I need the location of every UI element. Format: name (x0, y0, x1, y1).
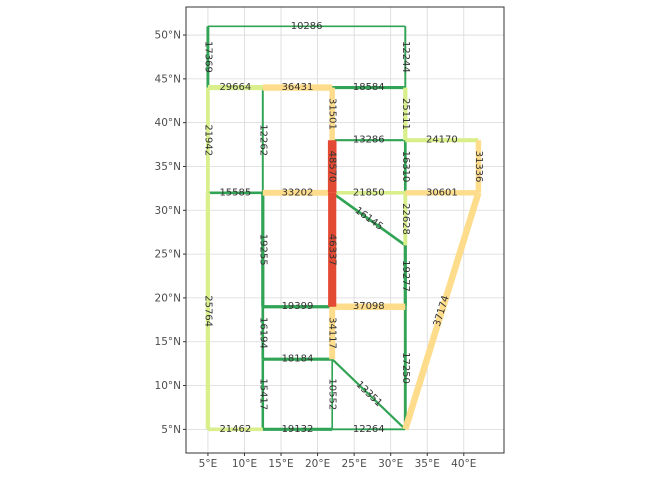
x-tick-label: 30°E (378, 458, 403, 470)
edge-label-19255: 19255 (257, 234, 268, 266)
y-tick-label: 50°N (155, 30, 181, 42)
y-tick-label: 30°N (155, 205, 181, 217)
x-tick-label: 5°E (199, 458, 218, 470)
edge-label-22628: 22628 (400, 203, 411, 235)
edge-label-31336: 31336 (473, 151, 484, 183)
edge-label-19399: 19399 (282, 301, 314, 312)
network-edges (205, 25, 482, 432)
y-tick-label: 20°N (155, 292, 181, 304)
x-tick-label: 35°E (415, 458, 440, 470)
edge-label-10286: 10286 (291, 21, 323, 32)
edge-label-30601: 30601 (426, 187, 458, 198)
edge-label-13286: 13286 (353, 135, 385, 146)
edge-label-25764: 25764 (202, 295, 213, 327)
y-tick-label: 10°N (155, 380, 181, 392)
edge-label-36431: 36431 (282, 82, 314, 93)
edge-label-17250: 17250 (400, 352, 411, 384)
y-tick-label: 15°N (155, 336, 181, 348)
y-tick-label: 35°N (155, 161, 181, 173)
edge-label-19132: 19132 (282, 424, 314, 435)
axes: 5°E 10°E 15°E 20°E 25°E 30°E 35°E 40°E 5°N 10°N 15… (155, 30, 477, 470)
edge-label-33202: 33202 (282, 187, 314, 198)
edge-label-24170: 24170 (426, 135, 458, 146)
edge-16145 (331, 191, 407, 247)
edge-label-15417: 15417 (257, 378, 268, 410)
edge-label-12264: 12264 (353, 424, 385, 435)
edge-label-10552: 10552 (327, 378, 338, 410)
x-tick-label: 10°E (232, 458, 257, 470)
x-tick-label: 25°E (342, 458, 367, 470)
edge-label-21462: 21462 (219, 424, 251, 435)
edge-label-18584: 18584 (353, 82, 385, 93)
edge-13351 (331, 358, 407, 431)
panel-border (185, 6, 505, 454)
edge-label-16310: 16310 (400, 151, 411, 183)
edge-label-48570: 48570 (327, 151, 338, 183)
edge-label-17369: 17369 (202, 41, 213, 73)
y-tick-label: 25°N (155, 249, 181, 261)
y-tick-label: 5°N (161, 424, 181, 436)
edge-label-29664: 29664 (219, 82, 251, 93)
edge-label-15585: 15585 (219, 187, 251, 198)
y-tick-label: 45°N (155, 73, 181, 85)
edge-label-21942: 21942 (202, 124, 213, 156)
edge-label-46337: 46337 (327, 234, 338, 266)
edge-label-25111: 25111 (400, 98, 411, 130)
edge-label-21850: 21850 (353, 187, 385, 198)
edge-37174 (402, 191, 482, 431)
edge-label-12262: 12262 (257, 124, 268, 156)
edge-label-31501: 31501 (327, 98, 338, 130)
x-tick-label: 40°E (451, 458, 476, 470)
edge-label-34117: 34117 (327, 317, 338, 349)
y-tick-label: 40°N (155, 117, 181, 129)
x-tick-label: 20°E (305, 458, 330, 470)
edge-label-12244: 12244 (400, 41, 411, 73)
edge-label-19277: 19277 (400, 260, 411, 292)
x-tick-label: 15°E (268, 458, 293, 470)
edge-label-18184: 18184 (282, 354, 314, 365)
edge-label-16194: 16194 (257, 317, 268, 349)
edge-label-37098: 37098 (353, 301, 385, 312)
